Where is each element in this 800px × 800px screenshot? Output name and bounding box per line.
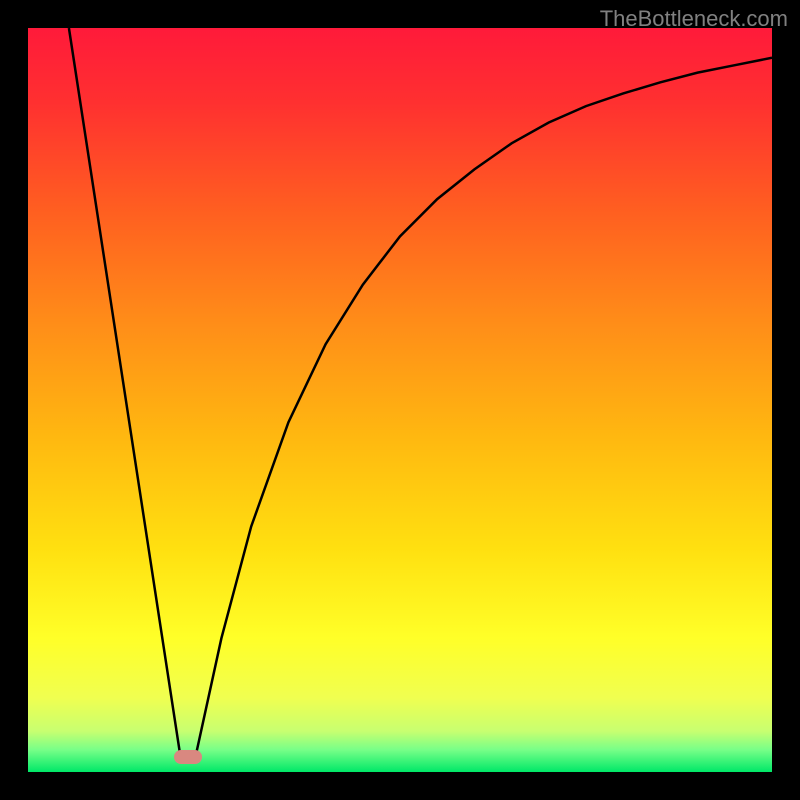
plot-area <box>28 28 772 772</box>
bottleneck-curve <box>28 28 772 772</box>
chart-container: TheBottleneck.com <box>0 0 800 800</box>
minimum-marker <box>174 750 202 764</box>
watermark-text: TheBottleneck.com <box>600 6 788 32</box>
